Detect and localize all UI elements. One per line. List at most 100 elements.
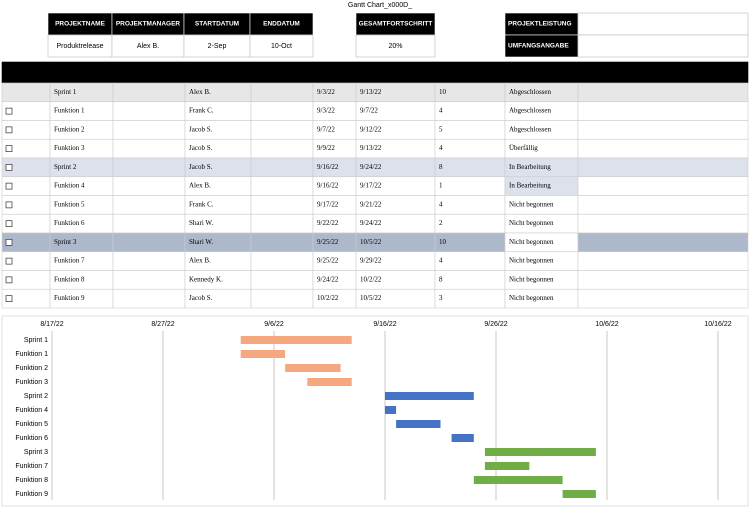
table-cell — [112, 213, 186, 234]
table-cell — [112, 232, 186, 253]
gantt-bar — [562, 490, 596, 498]
cell-text: Kennedy K. — [189, 275, 223, 283]
checkbox[interactable] — [5, 182, 13, 190]
checkbox[interactable] — [5, 295, 13, 302]
cell-text: Jacob S. — [189, 125, 213, 133]
cell-text: In Bearbeitung — [509, 163, 551, 171]
table-cell — [577, 176, 749, 196]
gantt-bar — [307, 378, 352, 386]
cell-text: 10/5/22 — [360, 294, 382, 302]
x-tick-label: 9/26/22 — [484, 321, 507, 328]
cell-text: Funktion 9 — [54, 294, 85, 302]
cell-text: Jacob S. — [189, 144, 213, 152]
cell-text: Jacob S. — [189, 163, 213, 171]
table-cell — [434, 251, 506, 271]
value-cell — [577, 12, 749, 36]
x-tick-label: 9/16/22 — [373, 321, 396, 328]
table-cell — [434, 176, 506, 196]
category-label: Sprint 2 — [24, 393, 48, 400]
table-cell — [434, 270, 506, 290]
cell-text: 3 — [439, 294, 443, 302]
checkbox[interactable] — [5, 257, 13, 265]
table-cell — [112, 101, 186, 121]
cell-text: Überfällig — [509, 144, 538, 152]
cell-text: 9/24/22 — [360, 163, 382, 171]
table-cell — [112, 138, 186, 159]
cell-text: 8 — [439, 163, 443, 171]
cell-text: Nicht begonnen — [509, 219, 554, 227]
category-label: Funktion 7 — [15, 463, 48, 470]
category-label: Funktion 3 — [15, 379, 48, 386]
cell-text: 10/5/22 — [360, 238, 382, 246]
checkbox[interactable] — [5, 220, 13, 227]
value-cell — [355, 34, 436, 58]
cell-text: 9/22/22 — [317, 219, 339, 227]
table-cell — [250, 270, 314, 290]
cell-text: 9/25/22 — [317, 238, 339, 246]
cell-text: 10/2/22 — [317, 294, 339, 302]
cell-text: 9/7/22 — [317, 125, 335, 133]
table-cell — [112, 120, 186, 140]
cell-text: Funktion 3 — [54, 144, 85, 152]
checkbox[interactable] — [5, 276, 13, 284]
table-cell — [250, 288, 314, 309]
table-cell — [577, 251, 749, 271]
checkbox[interactable] — [5, 145, 13, 152]
table-cell — [112, 251, 186, 271]
cell-text: Nicht begonnen — [509, 294, 554, 302]
cell-text: 9/16/22 — [317, 163, 339, 171]
header-label: GESAMTFORTSCHRITT — [359, 21, 433, 28]
category-label: Sprint 1 — [24, 337, 48, 344]
table-cell — [434, 138, 506, 159]
cell-text: Shari W. — [189, 219, 213, 227]
checkbox[interactable] — [5, 164, 13, 171]
table-cell — [112, 82, 186, 103]
cell-text: 1 — [439, 182, 443, 190]
header-label: UMFANGSANGABE — [508, 43, 569, 50]
category-label: Funktion 2 — [15, 365, 48, 372]
category-label: Funktion 8 — [15, 477, 48, 484]
table-cell — [250, 101, 314, 121]
header-label: PROJEKTLEISTUNG — [508, 21, 572, 28]
chart-frame — [1, 315, 749, 507]
table-cell — [577, 288, 749, 309]
cell-text: 9/13/22 — [360, 144, 382, 152]
gantt-bar — [396, 420, 441, 428]
cell-text: 4 — [439, 107, 443, 115]
table-cell — [112, 176, 186, 196]
category-label: Sprint 3 — [24, 449, 48, 456]
table-cell — [250, 251, 314, 271]
checkbox[interactable] — [5, 201, 13, 209]
cell-text: 9/7/22 — [360, 107, 378, 115]
gantt-bar — [285, 364, 341, 372]
cell-text: 9/3/22 — [317, 107, 335, 115]
checkbox[interactable] — [5, 107, 13, 115]
cell-text: Funktion 7 — [54, 257, 85, 265]
checkbox[interactable] — [5, 126, 13, 134]
table-cell — [434, 195, 506, 215]
cell-text: 10/2/22 — [360, 275, 382, 283]
cell-text: Alex B. — [189, 182, 211, 190]
cell-text: 9/12/22 — [360, 125, 382, 133]
category-label: Funktion 1 — [15, 351, 48, 358]
table-cell — [577, 82, 749, 103]
cell-text: Shari W. — [189, 238, 213, 246]
table-cell — [434, 157, 506, 178]
category-label: Funktion 9 — [15, 491, 48, 498]
table-cell — [1, 82, 51, 103]
cell-text: Funktion 2 — [54, 125, 85, 133]
value-cell — [249, 34, 314, 58]
table-cell — [434, 120, 506, 140]
value-cell — [577, 34, 749, 58]
cell-text: 9/25/22 — [317, 257, 339, 265]
checkbox[interactable] — [5, 239, 13, 246]
table-cell — [250, 157, 314, 178]
cell-text: Funktion 1 — [54, 107, 85, 115]
table-cell — [577, 232, 749, 253]
category-label: Funktion 4 — [15, 407, 48, 414]
gantt-bar — [451, 434, 474, 442]
table-cell — [250, 138, 314, 159]
cell-text: 10 — [439, 238, 447, 246]
cell-text: 10 — [439, 88, 447, 96]
